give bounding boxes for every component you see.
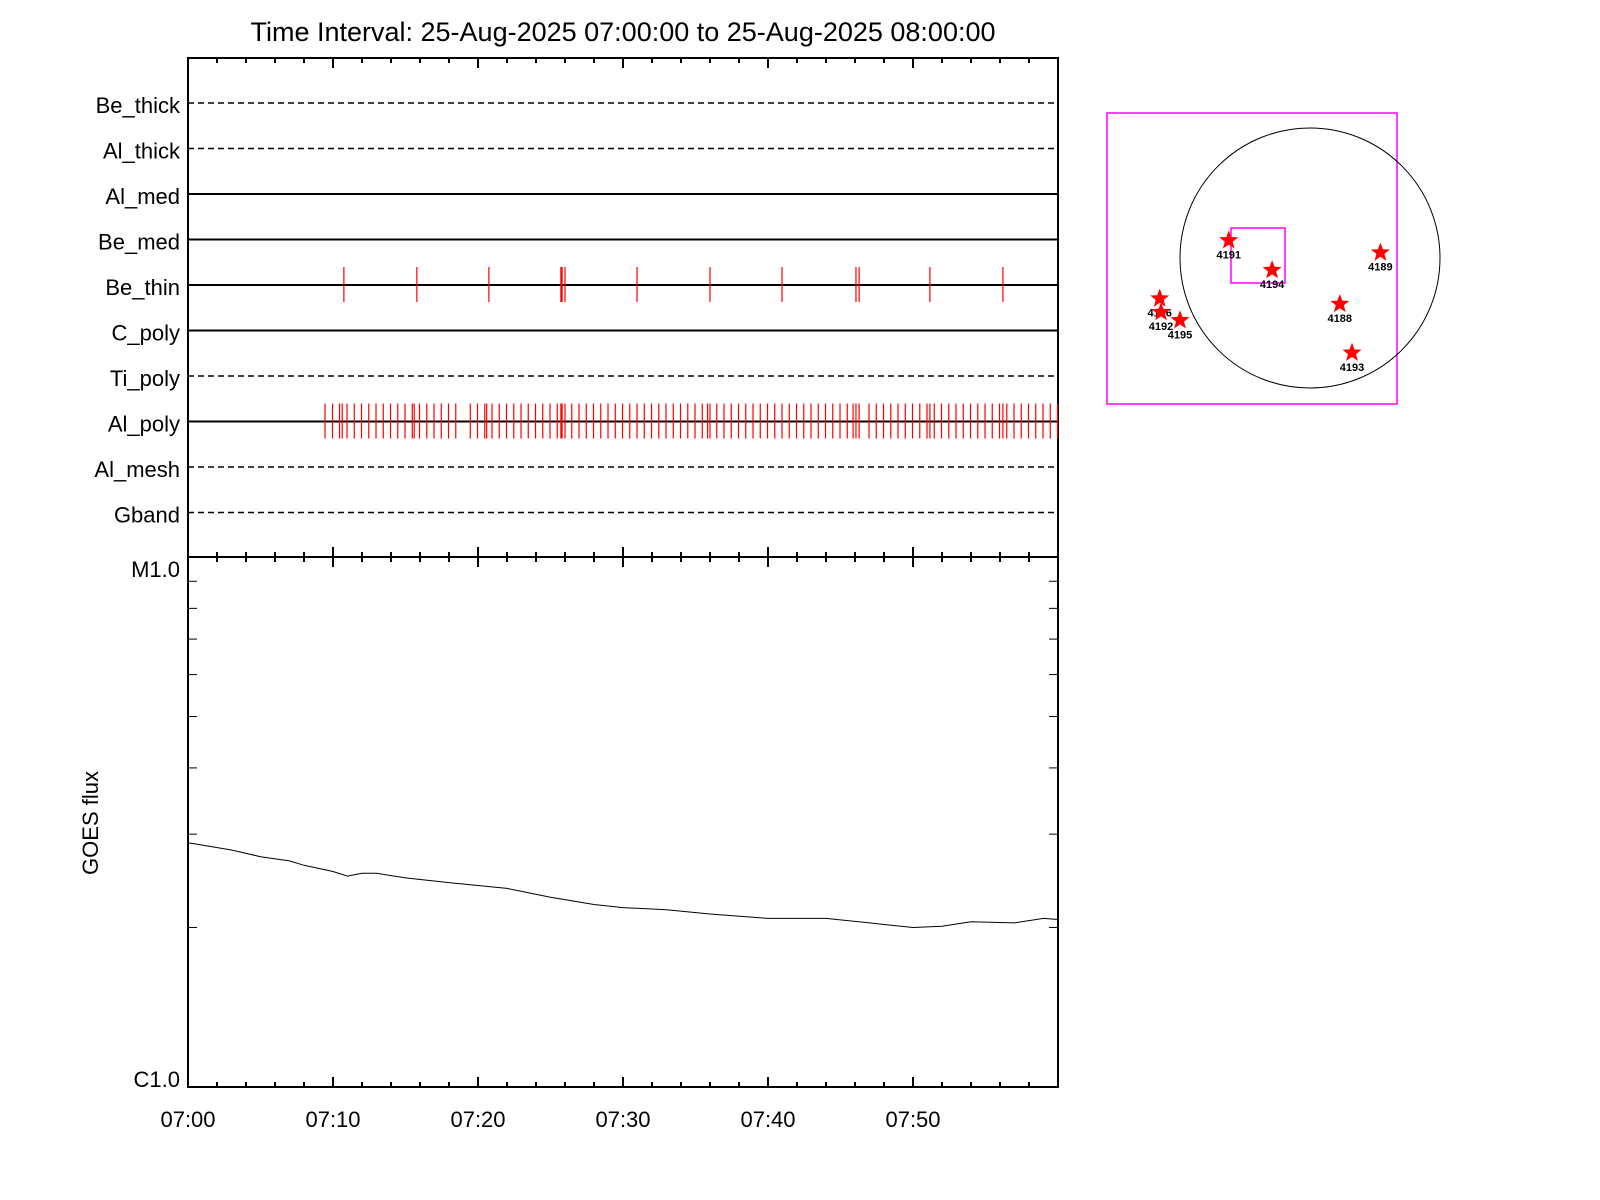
active-region-label: 4192 [1149, 321, 1173, 333]
active-region-label: 4195 [1168, 329, 1192, 341]
row-label-gband: Gband [114, 503, 180, 528]
active-region-star-icon [1342, 342, 1362, 361]
y-tick-label-m1: M1.0 [131, 557, 180, 582]
sun-map: 41914194418941884193419641924195 [1106, 112, 1441, 405]
row-label-be_med: Be_med [98, 230, 180, 255]
chart-title: Time Interval: 25-Aug-2025 07:00:00 to 2… [250, 17, 995, 47]
x-tick-label: 07:20 [450, 1107, 505, 1132]
goes-flux-panel: GOES flux M1.0 C1.0 07:00 07:10 07:20 07:30… [78, 556, 1059, 1132]
row-label-be_thin: Be_thin [105, 275, 180, 300]
active-region-star-icon [1330, 294, 1350, 313]
goes-flux-line [187, 842, 1059, 929]
goes-frame [187, 556, 1059, 1088]
active-region-label: 4188 [1328, 313, 1352, 325]
active-region-star-icon [1170, 310, 1190, 329]
x-tick-label: 07:00 [160, 1107, 215, 1132]
map-field-of-view-box [1106, 112, 1398, 405]
active-region-star-icon [1262, 260, 1282, 279]
y-axis-label: GOES flux [78, 771, 103, 875]
row-label-be_thick: Be_thick [96, 93, 181, 118]
active-region-star-icon [1370, 242, 1390, 261]
active-region-star-icon [1219, 230, 1239, 249]
selected-region-box [1230, 227, 1286, 284]
active-region-star-icon [1150, 288, 1170, 307]
row-label-al_mesh: Al_mesh [94, 457, 180, 482]
active-region-label: 4193 [1340, 362, 1364, 374]
active-region-label: 4191 [1217, 249, 1241, 261]
y-tick-label-c1: C1.0 [134, 1067, 180, 1092]
row-label-al_med: Al_med [105, 184, 180, 209]
active-region-star-icon [1151, 302, 1171, 321]
solar-limb-circle [1179, 127, 1441, 389]
row-label-al_poly: Al_poly [108, 412, 180, 437]
active-region-label: 4189 [1368, 262, 1392, 274]
row-label-ti_poly: Ti_poly [110, 366, 180, 391]
active-region-label: 4194 [1260, 279, 1285, 291]
row-label-c_poly: C_poly [112, 321, 180, 346]
raster-frame [187, 57, 1059, 558]
x-tick-label: 07:30 [595, 1107, 650, 1132]
event-raster-panel: Be_thick Al_thick Al_med Be_med Be_thin C_pol… [94, 57, 1059, 567]
x-tick-label: 07:40 [740, 1107, 795, 1132]
x-tick-label: 07:50 [885, 1107, 940, 1132]
row-label-al_thick: Al_thick [103, 139, 181, 164]
x-tick-label: 07:10 [305, 1107, 360, 1132]
